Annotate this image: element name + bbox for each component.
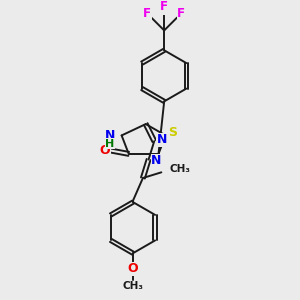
Text: N: N xyxy=(157,133,167,146)
Text: F: F xyxy=(177,7,185,20)
Text: H: H xyxy=(105,139,114,149)
Text: F: F xyxy=(160,0,168,13)
Text: O: O xyxy=(128,262,138,275)
Text: S: S xyxy=(168,125,177,139)
Text: N: N xyxy=(151,154,162,167)
Text: CH₃: CH₃ xyxy=(122,281,143,291)
Text: CH₃: CH₃ xyxy=(170,164,191,175)
Text: F: F xyxy=(143,7,151,20)
Text: N: N xyxy=(104,129,115,142)
Text: O: O xyxy=(99,144,110,157)
